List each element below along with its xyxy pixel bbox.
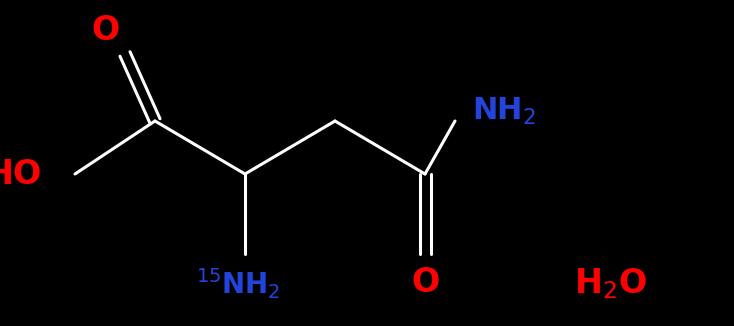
Text: HO: HO: [0, 157, 42, 190]
Text: O: O: [411, 266, 439, 299]
Text: $^{15}$NH$_2$: $^{15}$NH$_2$: [196, 266, 280, 301]
Text: O: O: [91, 14, 119, 48]
Text: H$_2$O: H$_2$O: [574, 266, 647, 301]
Text: NH$_2$: NH$_2$: [472, 96, 536, 126]
